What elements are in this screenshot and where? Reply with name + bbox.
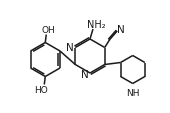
Text: OH: OH: [41, 25, 55, 34]
Text: N: N: [81, 69, 89, 79]
Text: N: N: [66, 42, 74, 52]
Text: HO: HO: [34, 85, 48, 94]
Text: N: N: [117, 24, 125, 34]
Text: NH: NH: [126, 89, 139, 98]
Text: NH₂: NH₂: [87, 20, 105, 30]
